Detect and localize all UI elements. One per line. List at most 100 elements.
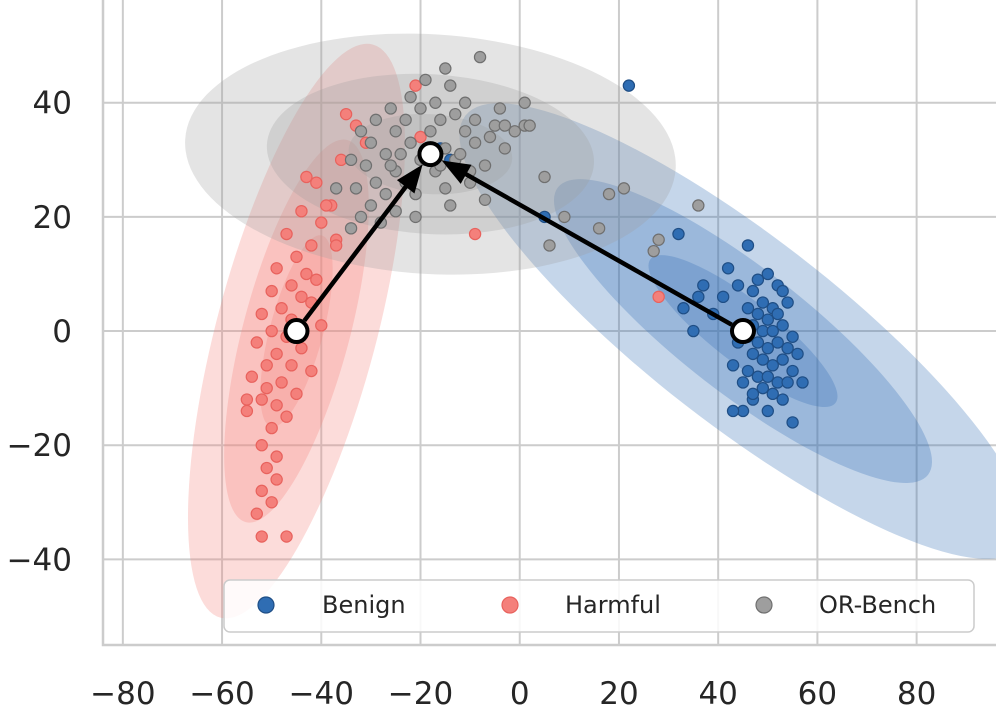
benign-point [761,341,774,355]
harmful-point [320,199,333,212]
or-bench-point [364,136,378,149]
harmful-point [255,484,268,498]
benign-point [741,302,755,315]
benign-point [776,393,789,406]
or-bench-point [647,244,660,258]
benign-point [741,239,755,252]
or-bench-point [617,182,631,195]
benign-point [766,387,779,401]
arrow-head [396,164,423,194]
x-tick-label: 60 [798,676,837,712]
harmful-point [270,450,283,463]
legend-marker-or-bench [755,596,773,614]
benign-point [781,376,794,389]
benign-point [697,279,710,292]
or-bench-point [389,204,402,218]
benign-point [776,353,789,366]
harmful-point [285,359,298,372]
legend: Benign Harmful OR-Bench [223,579,975,633]
harmful-point [295,290,308,304]
benign-point [766,359,779,372]
x-tick-label: −40 [289,676,354,712]
or-bench-point [543,239,556,252]
or-bench-point [478,159,492,172]
x-tick-label: −20 [388,676,453,712]
y-tick-label: 40 [33,86,72,122]
benign-point [726,404,740,418]
y-tick-label: 0 [52,314,72,350]
or-bench-point [449,107,462,121]
or-bench-point [652,233,665,246]
or-bench-point [478,193,492,206]
harmful-point [290,387,303,401]
or-bench-point [444,199,457,212]
or-bench-point [434,113,447,127]
arrow-shaft [302,183,409,323]
benign-point [786,364,799,378]
legend-label-benign: Benign [322,591,406,619]
harmful-point [468,227,482,241]
harmful-point [270,262,283,275]
or-bench-point [389,125,402,138]
benign-point [746,284,760,298]
or-bench-point [369,176,383,189]
benign-point [781,341,794,355]
or-bench-point [404,90,417,104]
benign-point [761,313,774,326]
legend-box [223,579,975,633]
benign-point [791,347,804,361]
or-bench-point [379,187,392,201]
benign-point [687,324,700,338]
or-bench-point [404,136,417,149]
harmful-point [255,530,268,543]
or-bench-point [439,62,452,75]
or-bench-point [439,182,452,195]
legend-marker-benign [257,596,275,614]
or-bench-point [602,187,616,201]
benign-point [672,227,685,241]
harmful-point [285,279,298,292]
or-bench-point [468,113,482,127]
benign-point [746,387,760,401]
harmful-point [265,284,278,298]
x-tick-label: 0 [510,676,530,712]
harmful-point [280,530,293,543]
benign-point [692,290,705,304]
or-bench-point [364,199,378,212]
harmful-point [290,250,303,264]
harmful-point [255,439,268,452]
harmful-point [240,393,254,406]
benign-point [756,353,770,366]
harmful-point [310,273,323,286]
benign-point [771,307,784,321]
harmful-point [250,507,263,520]
or-bench-point [558,210,571,224]
or-bench-point [473,50,487,64]
x-tick-label: −80 [90,676,155,712]
harmful-point [280,410,293,423]
benign-point [761,404,774,418]
harmful-point [310,176,323,189]
benign-point [771,336,784,349]
harmful-point [315,216,328,229]
harmful-point [300,170,313,184]
or-bench-point [523,119,536,132]
benign-point [776,284,789,298]
or-bench-point [419,73,432,87]
benign-point [796,376,809,389]
plot-area [103,0,996,645]
x-tick-label: 80 [897,676,936,712]
or-bench-point [329,182,343,195]
harmful-point [652,290,665,304]
or-bench-point [384,159,397,172]
arrows [302,160,733,327]
benign-point [761,267,774,281]
data-points [240,50,809,543]
or-bench-point [409,210,422,224]
benign-point [756,381,770,395]
harmful-point [275,376,288,389]
benign-point [776,319,789,332]
harmful-point [270,473,283,486]
or-bench-centroid [417,141,444,168]
or-bench-point [458,96,472,109]
